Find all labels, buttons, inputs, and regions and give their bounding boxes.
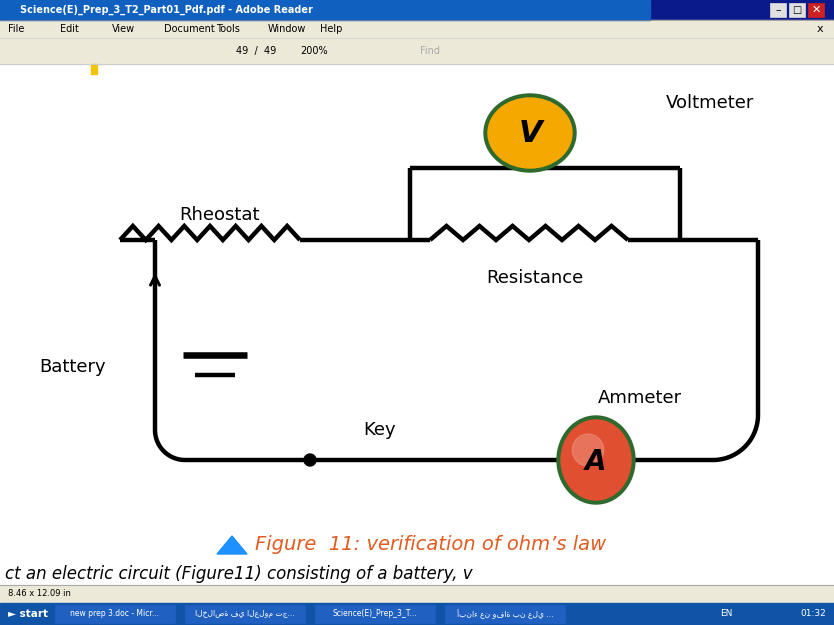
Text: A: A [585, 448, 607, 476]
Bar [185, 605, 305, 623]
Text: Rheostat: Rheostat [180, 206, 260, 224]
Text: Ammeter: Ammeter [598, 389, 682, 407]
Bar [315, 605, 435, 623]
Text: View: View [112, 24, 135, 34]
Text: Find: Find [420, 46, 440, 56]
Text: V: V [518, 119, 542, 148]
Bar [0, 603, 834, 625]
Bar [445, 605, 565, 623]
Text: Science(E)_Prep_3_T2_Part01_Pdf.pdf - Adobe Reader: Science(E)_Prep_3_T2_Part01_Pdf.pdf - Ad… [20, 5, 313, 15]
Text: 01:32: 01:32 [800, 609, 826, 619]
Ellipse shape [572, 434, 604, 466]
Bar [770, 3, 786, 17]
Text: □: □ [792, 5, 801, 15]
Text: Voltmeter: Voltmeter [666, 94, 754, 112]
Text: Battery: Battery [40, 358, 106, 376]
Text: 49  /  49: 49 / 49 [236, 46, 276, 56]
Bar [55, 605, 175, 623]
Text: Figure  11: verification of ohm’s law: Figure 11: verification of ohm’s law [255, 534, 606, 554]
Ellipse shape [561, 420, 631, 500]
Text: Key: Key [364, 421, 396, 439]
Text: x: x [816, 24, 823, 34]
Text: 8.46 x 12.09 in: 8.46 x 12.09 in [8, 589, 71, 599]
Text: ✕: ✕ [811, 5, 821, 15]
Text: Help: Help [320, 24, 343, 34]
Text: EN: EN [720, 609, 732, 619]
Ellipse shape [488, 98, 572, 168]
Bar [91, 64, 97, 74]
Text: أبناء عن وفاة بن علي ...: أبناء عن وفاة بن علي ... [457, 609, 553, 619]
Text: Window: Window [268, 24, 306, 34]
Text: Edit: Edit [60, 24, 79, 34]
Text: Document: Document [164, 24, 214, 34]
Bar [0, 0, 650, 20]
Bar [0, 0, 834, 20]
Text: ct an electric circuit (Figure11) consisting of a battery, v: ct an electric circuit (Figure11) consis… [5, 565, 473, 583]
Text: Resistance: Resistance [486, 269, 584, 287]
Text: 200%: 200% [300, 46, 328, 56]
Bar [0, 38, 834, 64]
Text: File: File [8, 24, 24, 34]
Text: Tools: Tools [216, 24, 240, 34]
Bar [0, 20, 834, 38]
Bar [808, 3, 824, 17]
Ellipse shape [557, 416, 635, 504]
Text: الخلاصة في العلوم تج...: الخلاصة في العلوم تج... [195, 609, 294, 619]
Text: ► start: ► start [8, 609, 48, 619]
Circle shape [304, 454, 316, 466]
Bar [0, 585, 834, 603]
Polygon shape [217, 536, 247, 554]
Text: –: – [775, 5, 781, 15]
Text: Science(E)_Prep_3_T...: Science(E)_Prep_3_T... [333, 609, 417, 619]
Ellipse shape [484, 94, 576, 172]
Bar [789, 3, 805, 17]
Text: new prep 3.doc - Micr...: new prep 3.doc - Micr... [71, 609, 159, 619]
